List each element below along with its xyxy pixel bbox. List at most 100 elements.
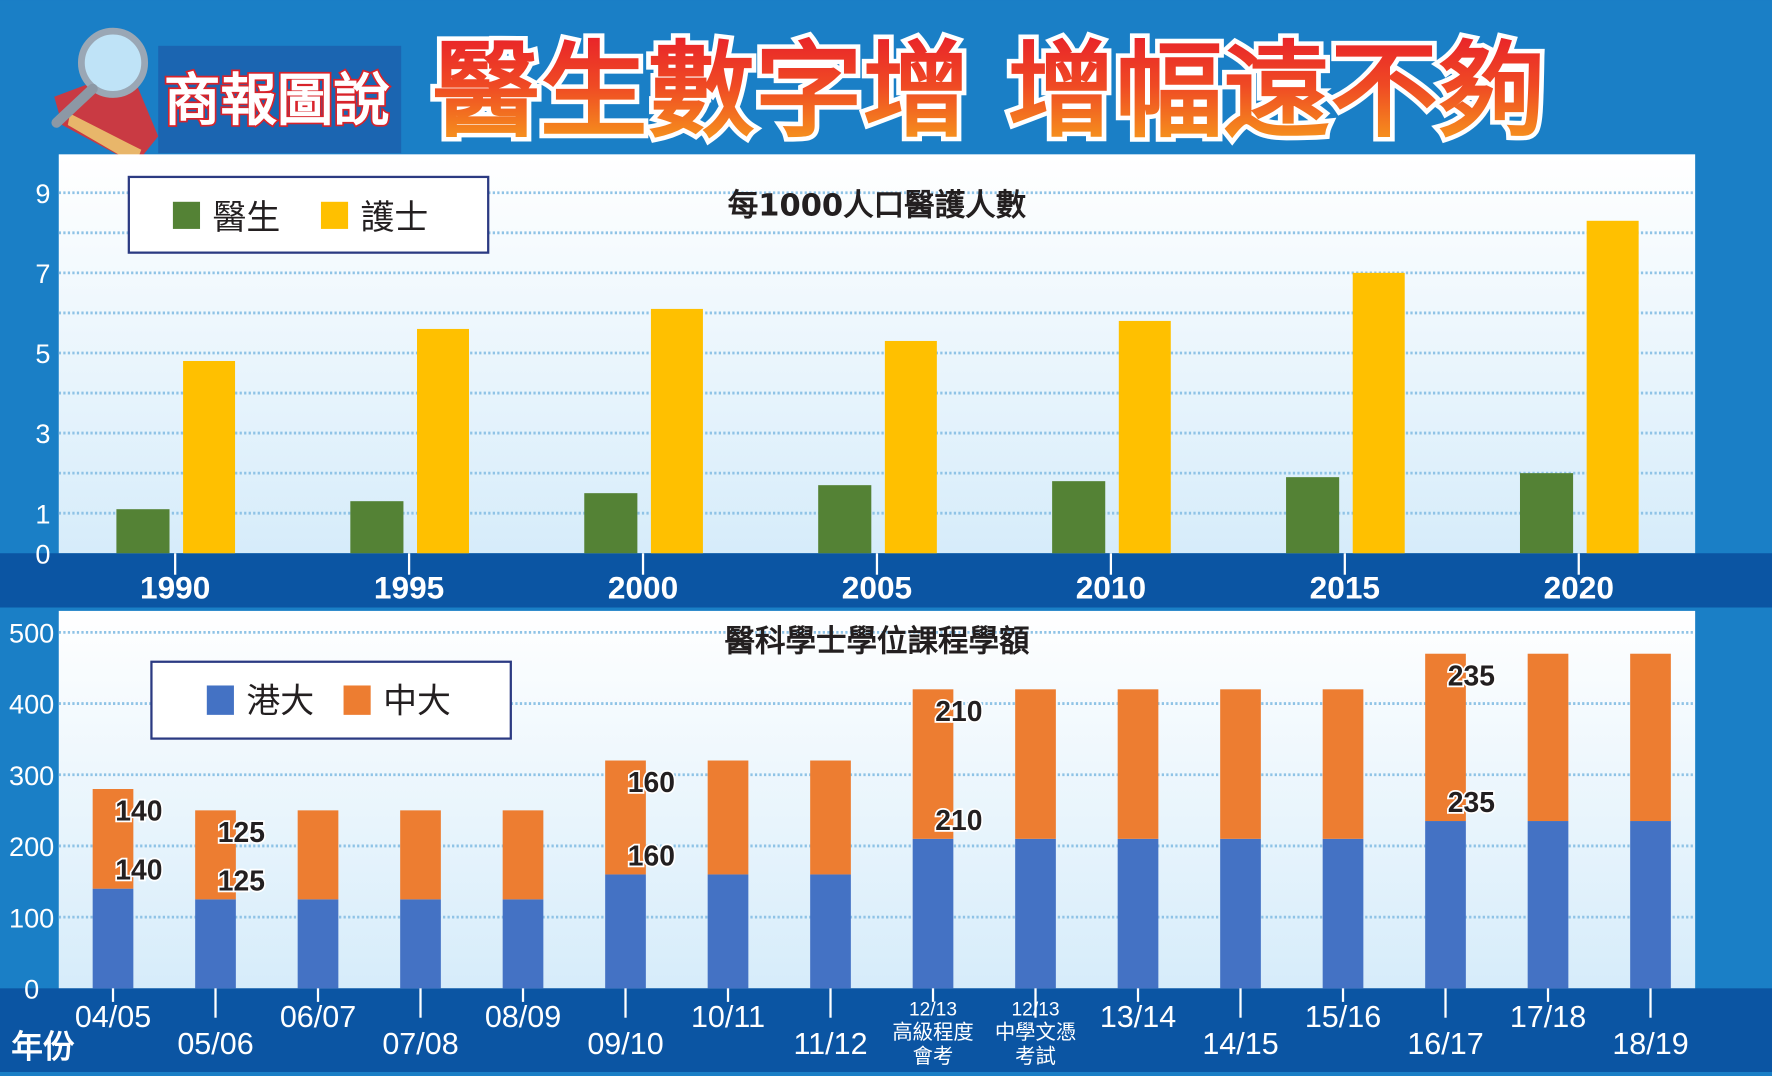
bar-cuhk: [1322, 689, 1364, 839]
x-tick-label: 10/11: [691, 1000, 765, 1034]
bar-cuhk: [502, 810, 544, 900]
data-label-cuhk: 160: [628, 766, 675, 798]
x-tick-label: 1990: [140, 569, 210, 605]
data-label-hku: 140: [115, 854, 162, 886]
bar-nurses: [183, 360, 236, 554]
y-tick-label: 300: [9, 760, 54, 791]
bar-hku: [195, 899, 236, 989]
y-tick-label: 7: [35, 258, 50, 289]
legend-swatch-nurses: [320, 201, 349, 229]
book-magnifier-icon: [51, 27, 159, 165]
bar-doctors: [1286, 477, 1340, 554]
bar-doctors: [116, 509, 170, 554]
data-label-cuhk: 140: [115, 795, 162, 827]
x-tick-label: 2020: [1544, 569, 1614, 605]
top-legend: 醫生 護士: [127, 175, 490, 254]
x-tick-label: 1995: [374, 569, 444, 605]
bar-hku: [1630, 821, 1671, 989]
x-tick-label: 12/13: [1011, 999, 1059, 1020]
bar-cuhk: [1425, 653, 1466, 822]
logo-text: 商報圖說: [164, 68, 390, 133]
x-tick-label: 2010: [1076, 569, 1146, 605]
x-tick-label: 高級程度: [892, 1021, 973, 1044]
bar-doctors: [818, 485, 872, 554]
y-tick-label: 400: [9, 689, 54, 720]
y-tick-label: 9: [35, 178, 50, 209]
bar-hku: [605, 874, 646, 989]
legend-label-doctors: 醫生: [212, 199, 280, 237]
x-tick-label: 17/18: [1510, 1000, 1586, 1034]
x-tick-label: 18/19: [1612, 1027, 1688, 1061]
bar-hku: [502, 899, 544, 989]
bar-hku: [1322, 838, 1364, 989]
bar-doctors: [1052, 481, 1106, 554]
x-tick-label: 13/14: [1100, 1000, 1176, 1034]
bar-cuhk: [1630, 653, 1671, 822]
data-label-hku: 160: [628, 839, 675, 871]
legend-swatch-doctors: [172, 201, 201, 229]
bar-cuhk: [810, 760, 851, 875]
bar-cuhk: [707, 760, 749, 875]
x-tick-label: 11/12: [793, 1027, 867, 1061]
bar-hku: [707, 874, 749, 989]
x-tick-label: 08/09: [485, 1000, 561, 1034]
legend-swatch-cuhk: [343, 685, 371, 715]
data-label-hku: 125: [218, 864, 265, 896]
x-tick-label: 考試: [1015, 1045, 1056, 1068]
logo: 商報圖說: [51, 27, 402, 165]
bottom-legend: 港大 中大: [150, 660, 512, 740]
x-tick-label: 會考: [913, 1045, 954, 1068]
data-label-cuhk: 210: [935, 695, 982, 727]
x-tick-label: 2015: [1310, 569, 1380, 605]
x-tick-label: 16/17: [1407, 1027, 1483, 1061]
main-title: 醫生數字增 增幅遠不夠: [432, 31, 1545, 152]
bar-hku: [1425, 821, 1466, 989]
bar-nurses: [884, 340, 937, 554]
legend-label-hku: 港大: [246, 683, 314, 721]
bar-cuhk: [1117, 689, 1159, 839]
legend-label-cuhk: 中大: [383, 683, 451, 721]
x-tick-label: 05/06: [177, 1027, 253, 1061]
x-tick-label: 06/07: [280, 1000, 356, 1034]
bar-cuhk: [1015, 689, 1056, 839]
bar-hku: [1117, 838, 1159, 989]
bar-nurses: [417, 328, 469, 554]
bottom-chart-title: 醫科學士學位課程學額: [724, 624, 1029, 660]
x-axis-label: 年份: [11, 1029, 75, 1065]
bar-doctors: [350, 501, 404, 554]
x-tick-label: 04/05: [75, 1000, 151, 1034]
x-tick-label: 07/08: [382, 1027, 458, 1061]
x-tick-label: 09/10: [587, 1027, 663, 1061]
bar-hku: [1527, 821, 1569, 989]
bottom-axis-band: [0, 988, 1772, 1072]
bar-nurses: [1352, 272, 1405, 554]
bar-cuhk: [400, 810, 441, 900]
y-tick-label: 0: [24, 974, 39, 1005]
bar-cuhk: [912, 689, 954, 839]
bar-cuhk: [1220, 689, 1261, 839]
data-label-hku: 235: [1448, 786, 1495, 818]
legend-swatch-hku: [206, 685, 234, 715]
bar-nurses: [650, 308, 703, 554]
bar-hku: [810, 874, 851, 989]
y-tick-label: 1: [35, 498, 50, 529]
x-tick-label: 2000: [608, 569, 678, 605]
bar-cuhk: [195, 810, 236, 900]
top-chart-title: 每1000人口醫護人數: [728, 187, 1027, 223]
top-axis-band: [0, 553, 1772, 608]
bar-doctors: [1519, 473, 1574, 554]
y-tick-label: 500: [9, 618, 54, 649]
x-tick-label: 中學文憑: [995, 1021, 1076, 1044]
bar-hku: [297, 899, 339, 989]
x-tick-label: 15/16: [1305, 1000, 1381, 1034]
y-tick-label: 5: [35, 338, 50, 369]
y-tick-label: 200: [9, 831, 54, 862]
x-tick-label: 2005: [842, 569, 912, 605]
bar-hku: [912, 838, 954, 989]
x-tick-label: 12/13: [909, 999, 957, 1020]
bar-cuhk: [297, 810, 339, 900]
bar-hku: [1015, 838, 1056, 989]
y-tick-label: 0: [35, 538, 50, 569]
y-tick-label: 100: [9, 902, 54, 933]
